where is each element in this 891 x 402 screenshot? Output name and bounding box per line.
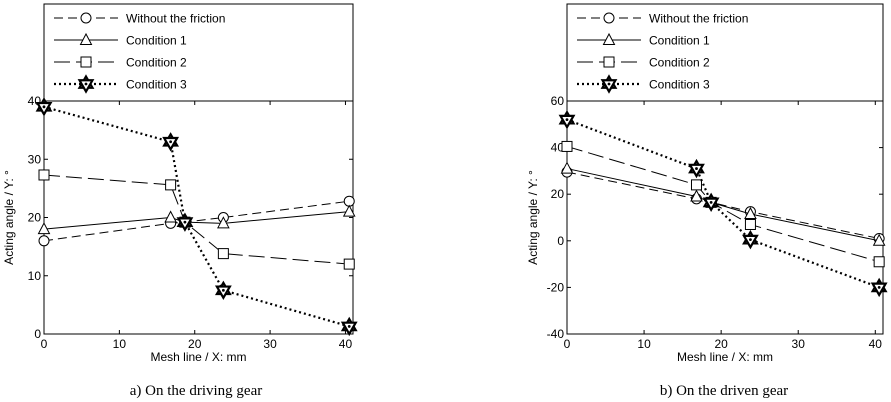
chart-caption: b) On the driven gear bbox=[660, 383, 788, 399]
legend-label: Condition 3 bbox=[126, 78, 187, 92]
legend-entry: Condition 1 bbox=[54, 32, 187, 48]
y-tick-label: 20 bbox=[28, 211, 42, 225]
legend-entry: Without the friction bbox=[54, 12, 225, 26]
legend-marker-square bbox=[603, 56, 615, 68]
plot-area bbox=[566, 100, 884, 335]
data-point-square bbox=[873, 256, 885, 268]
series-square bbox=[38, 169, 355, 270]
legend-entry: Condition 2 bbox=[577, 56, 710, 70]
data-point-circle bbox=[38, 235, 50, 247]
legend-label: Condition 1 bbox=[126, 34, 187, 48]
data-point-square bbox=[690, 179, 702, 191]
y-tick-label: 0 bbox=[34, 327, 41, 341]
data-point-triangle bbox=[872, 233, 886, 246]
legend-marker-triangle bbox=[602, 32, 616, 45]
legend-marker-square bbox=[80, 56, 92, 68]
y-tick-label: 20 bbox=[551, 187, 565, 201]
legend-marker-star bbox=[77, 74, 95, 94]
legend-entry: Condition 3 bbox=[54, 74, 187, 94]
data-point-star bbox=[176, 212, 194, 232]
y-tick-label: 0 bbox=[557, 234, 564, 248]
series-star bbox=[35, 97, 358, 337]
y-tick-label: -40 bbox=[547, 327, 565, 341]
data-point-triangle bbox=[690, 189, 703, 202]
legend-label: Without the friction bbox=[126, 12, 225, 26]
data-point-star bbox=[742, 229, 759, 250]
data-point-triangle bbox=[342, 204, 356, 217]
series-line bbox=[43, 174, 350, 265]
x-tick-label: 10 bbox=[637, 337, 651, 351]
legend-label: Condition 1 bbox=[649, 34, 710, 48]
legend-label: Condition 3 bbox=[649, 78, 710, 92]
x-axis-label: Mesh line / X: mm bbox=[677, 350, 773, 364]
series-line bbox=[566, 118, 880, 289]
y-axis-label: Acting angle / Y: ° bbox=[2, 170, 16, 265]
data-point-star bbox=[162, 132, 180, 152]
figure-frame bbox=[566, 3, 884, 335]
legend-entry: Without the friction bbox=[577, 12, 748, 26]
data-point-triangle bbox=[37, 222, 51, 235]
series-star bbox=[558, 109, 888, 298]
series-triangle bbox=[37, 204, 356, 235]
data-point-square bbox=[38, 169, 50, 181]
y-tick-label: 30 bbox=[28, 152, 42, 166]
y-tick-label: 40 bbox=[551, 141, 565, 155]
legend-marker-triangle bbox=[79, 32, 93, 45]
legend-entry: Condition 3 bbox=[577, 74, 710, 94]
legend-entry: Condition 1 bbox=[577, 32, 710, 48]
data-point-triangle bbox=[164, 210, 177, 223]
x-tick-label: 30 bbox=[792, 337, 806, 351]
legend-marker-circle bbox=[80, 12, 92, 24]
legend-label: Without the friction bbox=[649, 12, 748, 26]
data-point-star bbox=[870, 277, 888, 298]
x-tick-label: 40 bbox=[869, 337, 883, 351]
chart-driven-gear: 0 10 20 30 40 -40 -20 0 20 40 60 Mesh line / X: mm A… bbox=[526, 3, 888, 399]
x-tick-label: 20 bbox=[188, 337, 202, 351]
legend-marker-star bbox=[600, 74, 618, 94]
legend-entry: Condition 2 bbox=[54, 56, 187, 70]
legend-label: Condition 2 bbox=[649, 56, 710, 70]
data-point-star bbox=[702, 192, 720, 213]
series-line bbox=[43, 200, 350, 242]
series-triangle bbox=[560, 161, 886, 246]
data-point-square bbox=[165, 179, 177, 191]
chart-caption: a) On the driving gear bbox=[130, 383, 262, 399]
series-line bbox=[43, 105, 350, 328]
y-axis-label: Acting angle / Y: ° bbox=[526, 170, 540, 265]
x-tick-label: 0 bbox=[564, 337, 571, 351]
series-line bbox=[566, 171, 880, 239]
x-axis-label: Mesh line / X: mm bbox=[150, 350, 246, 364]
x-tick-label: 40 bbox=[339, 337, 353, 351]
series-line bbox=[43, 211, 350, 230]
plot-area bbox=[43, 100, 354, 335]
series-square bbox=[561, 140, 885, 268]
data-point-triangle bbox=[560, 161, 574, 174]
series-circle bbox=[38, 195, 355, 247]
data-point-square bbox=[217, 248, 229, 260]
legend-label: Condition 2 bbox=[126, 56, 187, 70]
data-point-star bbox=[558, 109, 576, 130]
y-tick-label: 60 bbox=[551, 94, 565, 108]
data-point-star bbox=[214, 280, 232, 301]
data-point-triangle bbox=[744, 206, 757, 220]
x-tick-label: 30 bbox=[263, 337, 277, 351]
data-point-square bbox=[343, 258, 355, 270]
data-point-square bbox=[744, 218, 756, 230]
data-point-star bbox=[688, 158, 705, 179]
data-point-star bbox=[340, 316, 358, 337]
data-point-square bbox=[561, 140, 573, 152]
x-tick-label: 10 bbox=[113, 337, 127, 351]
data-point-triangle bbox=[217, 216, 230, 229]
legend-marker-circle bbox=[603, 12, 615, 24]
data-point-star bbox=[35, 97, 53, 117]
figure-frame bbox=[43, 3, 354, 335]
series-line bbox=[566, 145, 880, 263]
y-tick-label: 10 bbox=[28, 269, 42, 283]
x-tick-label: 20 bbox=[714, 337, 728, 351]
x-tick-label: 0 bbox=[41, 337, 48, 351]
y-tick-label: -20 bbox=[547, 280, 565, 294]
